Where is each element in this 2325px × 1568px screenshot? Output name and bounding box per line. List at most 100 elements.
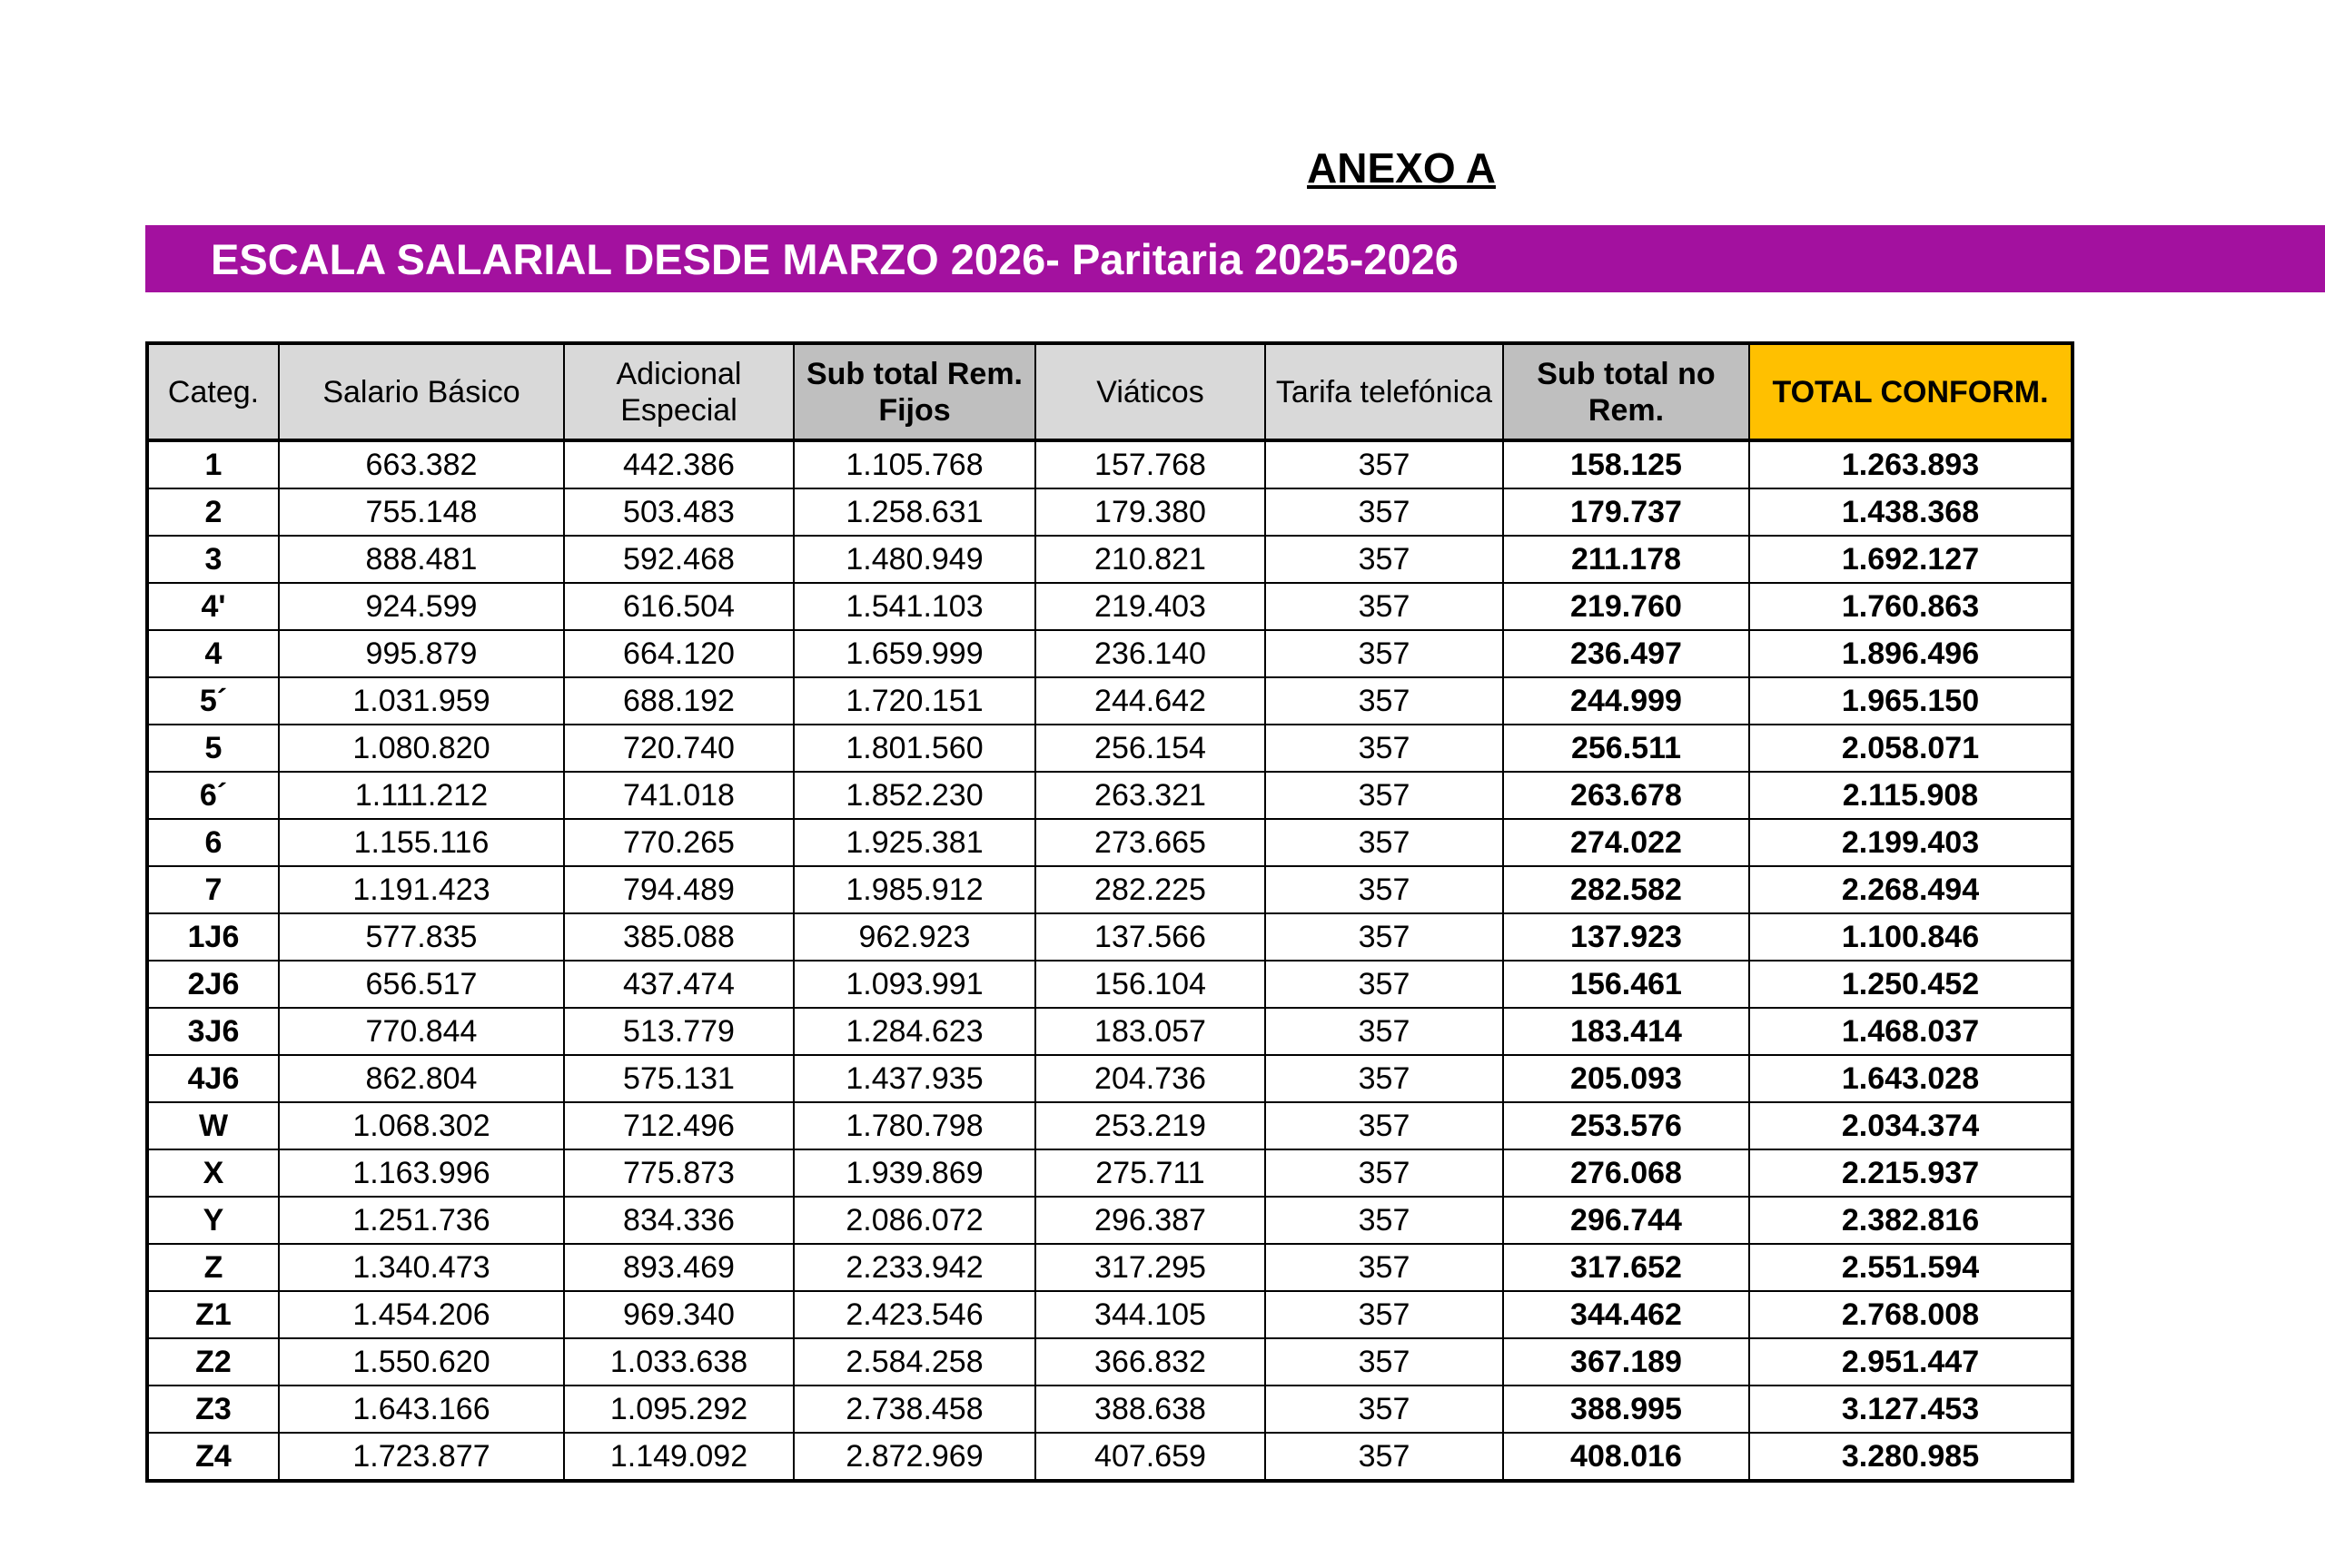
table-cell: 357 <box>1264 676 1504 725</box>
table-cell: 253.219 <box>1034 1101 1266 1150</box>
table-row: 5 1.080.820 720.740 1.801.560 256.154 357 256.… <box>146 724 2073 773</box>
column-header: Adicional Especial <box>563 341 795 442</box>
table-cell: 1.480.949 <box>793 535 1036 584</box>
table-cell: 357 <box>1264 1290 1504 1339</box>
table-cell: 179.380 <box>1034 488 1266 537</box>
table-cell: 513.779 <box>563 1007 795 1056</box>
table-cell: 407.659 <box>1034 1432 1266 1482</box>
table-cell: 357 <box>1264 1101 1504 1150</box>
column-header: Sub total no Rem. <box>1502 341 1750 442</box>
table-cell: 244.642 <box>1034 676 1266 725</box>
table-cell: 1.095.292 <box>563 1385 795 1434</box>
table-row: Y 1.251.736 834.336 2.086.072 296.387 357 296.… <box>146 1196 2073 1245</box>
table-cell: 592.468 <box>563 535 795 584</box>
table-cell: 357 <box>1264 1196 1504 1245</box>
banner: ESCALA SALARIAL DESDE MARZO 2026- Parita… <box>145 225 2325 292</box>
column-header: Categ. <box>146 341 280 442</box>
table-cell: 344.105 <box>1034 1290 1266 1339</box>
table-cell: 183.057 <box>1034 1007 1266 1056</box>
table-cell: 1.093.991 <box>793 960 1036 1009</box>
table-cell: 1.720.151 <box>793 676 1036 725</box>
table-cell: 357 <box>1264 1243 1504 1292</box>
table-cell: 1.068.302 <box>278 1101 565 1150</box>
table-cell: 1.760.863 <box>1748 582 2073 631</box>
table-cell: 2.872.969 <box>793 1432 1036 1482</box>
table-cell: 344.462 <box>1502 1290 1750 1339</box>
table-cell: 7 <box>146 865 280 914</box>
header-row: Categ. Salario Básico Adicional Especial Su… <box>146 341 2073 442</box>
table-cell: 156.104 <box>1034 960 1266 1009</box>
table-cell: 1.454.206 <box>278 1290 565 1339</box>
table-cell: 4' <box>146 582 280 631</box>
table-cell: 357 <box>1264 818 1504 867</box>
table-cell: 253.576 <box>1502 1101 1750 1150</box>
table-row: Z3 1.643.166 1.095.292 2.738.458 388.638 357 3… <box>146 1385 2073 1434</box>
table-cell: 357 <box>1264 912 1504 962</box>
table-cell: 1.258.631 <box>793 488 1036 537</box>
table-cell: 357 <box>1264 1149 1504 1198</box>
table-cell: 1.250.452 <box>1748 960 2073 1009</box>
table-cell: 1.163.996 <box>278 1149 565 1198</box>
table-cell: 1.437.935 <box>793 1054 1036 1103</box>
table-cell: 236.497 <box>1502 629 1750 678</box>
table-cell: 204.736 <box>1034 1054 1266 1103</box>
table-cell: 296.387 <box>1034 1196 1266 1245</box>
table-cell: 3 <box>146 535 280 584</box>
column-header: TOTAL CONFORM. <box>1748 341 2073 442</box>
table-cell: 357 <box>1264 629 1504 678</box>
table-cell: 888.481 <box>278 535 565 584</box>
table-cell: 137.923 <box>1502 912 1750 962</box>
table-row: X 1.163.996 775.873 1.939.869 275.711 357 276.… <box>146 1149 2073 1198</box>
table-cell: 794.489 <box>563 865 795 914</box>
table-cell: 770.844 <box>278 1007 565 1056</box>
table-cell: 1.643.166 <box>278 1385 565 1434</box>
table-cell: 357 <box>1264 488 1504 537</box>
table-cell: Z4 <box>146 1432 280 1482</box>
table-cell: 1.965.150 <box>1748 676 2073 725</box>
table-cell: 1.111.212 <box>278 771 565 820</box>
table-cell: 1.438.368 <box>1748 488 2073 537</box>
table-cell: 741.018 <box>563 771 795 820</box>
table-cell: 219.403 <box>1034 582 1266 631</box>
table-cell: 357 <box>1264 535 1504 584</box>
table-cell: Z2 <box>146 1337 280 1386</box>
table-cell: 317.652 <box>1502 1243 1750 1292</box>
table-cell: 1.100.846 <box>1748 912 2073 962</box>
table-cell: 3.127.453 <box>1748 1385 2073 1434</box>
table-cell: 408.016 <box>1502 1432 1750 1482</box>
table-row: 3J6 770.844 513.779 1.284.623 183.057 357 183.… <box>146 1007 2073 1056</box>
table-cell: 179.737 <box>1502 488 1750 537</box>
table-cell: 2 <box>146 488 280 537</box>
table-cell: 1 <box>146 439 280 489</box>
table-cell: 1.925.381 <box>793 818 1036 867</box>
table-cell: 156.461 <box>1502 960 1750 1009</box>
table-row: 1J6 577.835 385.088 962.923 137.566 357 137.92… <box>146 912 2073 962</box>
table-row: 1 663.382 442.386 1.105.768 157.768 357 158.12… <box>146 439 2073 489</box>
table-cell: 6´ <box>146 771 280 820</box>
table-cell: 1.643.028 <box>1748 1054 2073 1103</box>
table-cell: 770.265 <box>563 818 795 867</box>
table-cell: 2.268.494 <box>1748 865 2073 914</box>
table-cell: 720.740 <box>563 724 795 773</box>
table-cell: 5 <box>146 724 280 773</box>
table-cell: Y <box>146 1196 280 1245</box>
table-cell: 317.295 <box>1034 1243 1266 1292</box>
table-cell: 1.468.037 <box>1748 1007 2073 1056</box>
table-cell: 503.483 <box>563 488 795 537</box>
table-cell: 1.149.092 <box>563 1432 795 1482</box>
table-row: Z4 1.723.877 1.149.092 2.872.969 407.659 357 4… <box>146 1432 2073 1482</box>
table-cell: 893.469 <box>563 1243 795 1292</box>
table-cell: 357 <box>1264 724 1504 773</box>
table-cell: 2.086.072 <box>793 1196 1036 1245</box>
table-cell: 775.873 <box>563 1149 795 1198</box>
table-cell: 211.178 <box>1502 535 1750 584</box>
table-cell: 263.678 <box>1502 771 1750 820</box>
table-cell: 1.105.768 <box>793 439 1036 489</box>
table-cell: 256.511 <box>1502 724 1750 773</box>
table-cell: 137.566 <box>1034 912 1266 962</box>
table-row: W 1.068.302 712.496 1.780.798 253.219 357 253.… <box>146 1101 2073 1150</box>
table-row: 4J6 862.804 575.131 1.437.935 204.736 357 205.… <box>146 1054 2073 1103</box>
table-cell: 1.031.959 <box>278 676 565 725</box>
table-cell: 2J6 <box>146 960 280 1009</box>
